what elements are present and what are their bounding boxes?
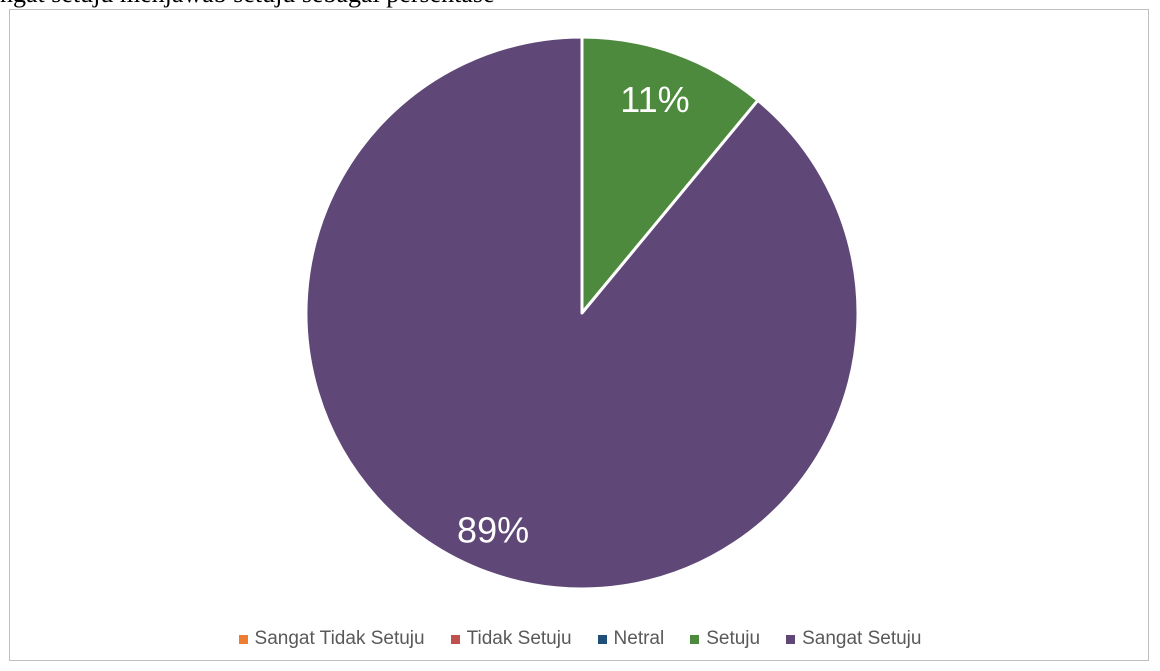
- legend-swatch: [690, 634, 700, 644]
- legend-item-tidak-setuju: Tidak Setuju: [450, 628, 572, 650]
- legend-item-netral: Netral: [597, 628, 665, 650]
- legend-label: Sangat Setuju: [802, 628, 922, 649]
- clipped-document-text: ngat setuju menjawab setuju sebagai pers…: [0, 0, 1160, 10]
- slice-label-sangat-setuju: 89%: [457, 510, 529, 551]
- legend-item-setuju: Setuju: [690, 628, 760, 650]
- legend-label: Setuju: [706, 628, 761, 649]
- legend-swatch: [450, 634, 460, 644]
- legend-label: Tidak Setuju: [466, 628, 572, 649]
- legend-label: Netral: [613, 628, 665, 649]
- legend-swatch: [238, 634, 248, 644]
- legend-item-sangat-tidak-setuju: Sangat Tidak Setuju: [238, 628, 425, 650]
- pie-slice-setuju: [580, 35, 760, 315]
- legend-label: Sangat Tidak Setuju: [254, 628, 425, 649]
- legend-swatch: [786, 634, 796, 644]
- legend-swatch: [597, 634, 607, 644]
- legend-item-sangat-setuju: Sangat Setuju: [786, 628, 921, 650]
- chart-legend: Sangat Tidak Setuju Tidak Setuju Netral Set…: [0, 624, 1160, 654]
- slice-label-setuju: 11%: [620, 79, 689, 120]
- pie-slice-sangat-setuju: [304, 35, 860, 591]
